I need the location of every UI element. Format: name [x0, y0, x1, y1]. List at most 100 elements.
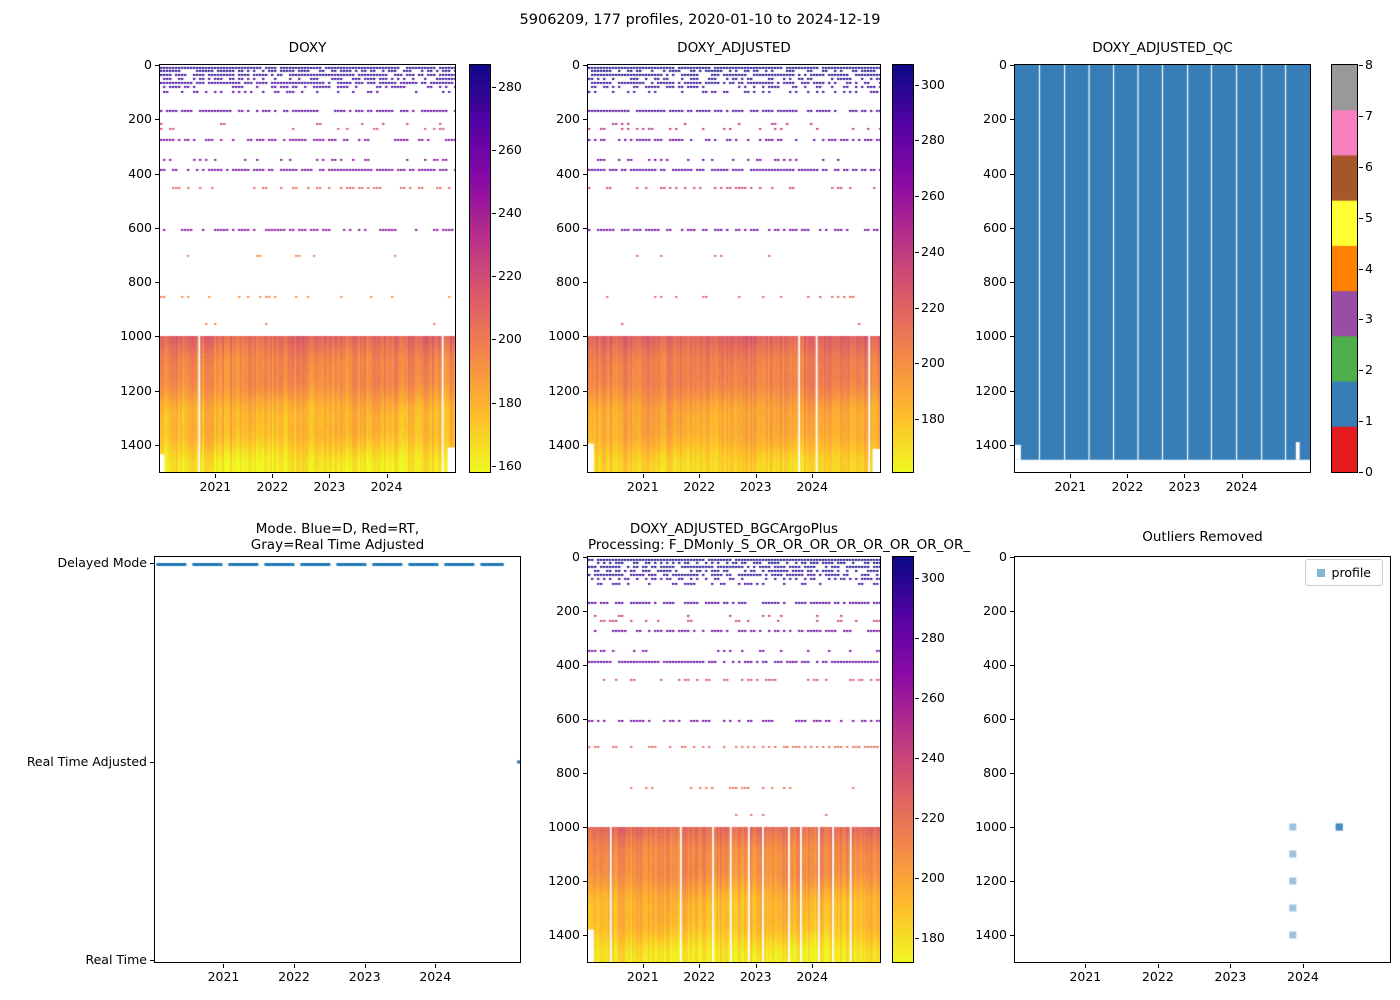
tick-mark [583, 65, 587, 66]
colorbar-tick-label: 260 [498, 142, 522, 158]
outliers-legend: profile [1304, 559, 1383, 586]
x-tick-label: 2021 [1069, 969, 1102, 984]
tick-mark [1010, 611, 1014, 612]
x-tick-label: 2024 [419, 969, 452, 984]
y-tick-label: 0 [572, 549, 580, 564]
mode-category-label: Real Time Adjusted [26, 753, 147, 769]
tick-mark [915, 818, 919, 819]
x-tick-label: 2023 [348, 969, 381, 984]
x-tick-label: 2021 [626, 479, 659, 494]
y-tick-label: 400 [556, 165, 580, 181]
tick-mark [915, 196, 919, 198]
y-tick-label: 1200 [120, 382, 152, 398]
y-tick-label: 1200 [975, 873, 1007, 888]
x-tick-label: 2023 [1168, 479, 1201, 494]
qc-heatmap-canvas [1015, 65, 1310, 472]
x-tick-label: 2022 [278, 969, 310, 984]
tick-mark [915, 878, 919, 879]
qc-colorbar [1331, 64, 1358, 473]
tick-mark [1085, 964, 1087, 968]
colorbar-tick-label: 180 [921, 930, 945, 945]
doxy-adjusted-heatmap-canvas [588, 65, 880, 472]
colorbar-tick-label: 160 [498, 457, 522, 473]
tick-mark [386, 474, 388, 478]
tick-mark [755, 474, 757, 478]
y-tick-label: 400 [128, 165, 152, 181]
x-tick-label: 2021 [1054, 479, 1087, 494]
tick-mark [915, 758, 919, 759]
doxy-colorbar-canvas [470, 65, 490, 472]
tick-mark [1359, 370, 1363, 372]
tick-mark [583, 665, 587, 666]
y-tick-label: 600 [556, 711, 580, 726]
colorbar-tick-label: 240 [498, 205, 522, 221]
colorbar-tick-label: 1 [1365, 413, 1373, 429]
x-tick-label: 2023 [313, 479, 346, 494]
y-tick-label: 400 [983, 165, 1007, 181]
y-tick-label: 0 [144, 57, 152, 72]
y-tick-label: 400 [983, 657, 1007, 672]
x-tick-label: 2023 [1214, 969, 1247, 984]
colorbar-tick-label: 240 [921, 750, 945, 765]
bgc-plot [587, 556, 881, 963]
tick-mark [1241, 474, 1243, 478]
colorbar-tick-label: 8 [1365, 57, 1373, 72]
tick-mark [1157, 964, 1159, 968]
y-tick-label: 200 [128, 111, 152, 127]
tick-mark [915, 578, 919, 579]
tick-mark [583, 881, 587, 882]
mode-plot [154, 556, 521, 963]
colorbar-tick-label: 220 [921, 810, 945, 825]
y-tick-label: 1000 [975, 819, 1007, 834]
tick-mark [1010, 119, 1014, 121]
tick-mark [583, 827, 587, 828]
x-tick-label: 2022 [256, 479, 289, 494]
colorbar-tick-label: 260 [921, 188, 945, 204]
qc-colorbar-canvas [1332, 65, 1357, 472]
doxy-adjusted-colorbar-canvas [893, 65, 913, 472]
tick-mark [364, 964, 366, 968]
panel-bgc-title-line1: DOXY_ADJUSTED_BGCArgoPlus [629, 521, 839, 537]
outliers-plot [1014, 556, 1391, 963]
colorbar-tick-label: 260 [921, 690, 945, 705]
colorbar-tick-label: 300 [921, 570, 945, 585]
tick-mark [1010, 665, 1014, 666]
tick-mark [1010, 227, 1014, 229]
y-tick-label: 600 [128, 219, 152, 235]
tick-mark [492, 150, 496, 152]
tick-mark [1359, 65, 1363, 66]
tick-mark [272, 474, 274, 478]
colorbar-tick-label: 7 [1365, 107, 1373, 123]
y-tick-label: 800 [983, 274, 1007, 290]
tick-mark [583, 282, 587, 284]
tick-mark [915, 638, 919, 639]
tick-mark [755, 964, 757, 968]
tick-mark [492, 402, 496, 404]
outliers-legend-label: profile [1331, 565, 1371, 580]
panel-mode-title-line2: Gray=Real Time Adjusted [250, 537, 425, 553]
tick-mark [1010, 557, 1014, 558]
tick-mark [1359, 217, 1363, 219]
figure-title: 5906209, 177 profiles, 2020-01-10 to 202… [519, 12, 881, 28]
tick-mark [915, 251, 919, 253]
mode-canvas [155, 557, 520, 962]
tick-mark [915, 84, 919, 86]
x-tick-label: 2022 [683, 969, 716, 984]
tick-mark [583, 773, 587, 774]
y-tick-label: 0 [999, 57, 1007, 72]
tick-mark [155, 282, 159, 284]
tick-mark [915, 698, 919, 699]
colorbar-tick-label: 280 [921, 630, 945, 645]
y-tick-label: 400 [556, 657, 580, 672]
bgc-heatmap-canvas [588, 557, 880, 962]
x-tick-label: 2023 [739, 479, 772, 494]
colorbar-tick-label: 3 [1365, 311, 1373, 327]
tick-mark [1070, 474, 1072, 478]
tick-mark [1010, 935, 1014, 936]
tick-mark [155, 390, 159, 392]
x-tick-label: 2022 [1111, 479, 1144, 494]
colorbar-tick-label: 240 [921, 243, 945, 259]
x-tick-label: 2021 [626, 969, 659, 984]
tick-mark [1010, 719, 1014, 720]
y-tick-label: 200 [983, 603, 1007, 618]
